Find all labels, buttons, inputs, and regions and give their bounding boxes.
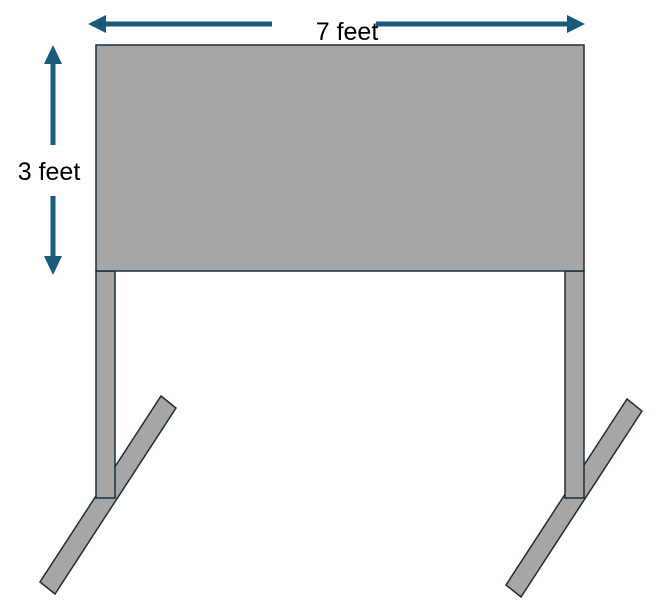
sign-board — [95, 44, 585, 272]
width-label: 7 feet — [316, 18, 379, 46]
left-post — [95, 270, 116, 499]
right-post — [564, 270, 585, 499]
height-label: 3 feet — [18, 158, 81, 186]
height-arrow — [44, 45, 62, 275]
width-arrow — [88, 15, 585, 33]
